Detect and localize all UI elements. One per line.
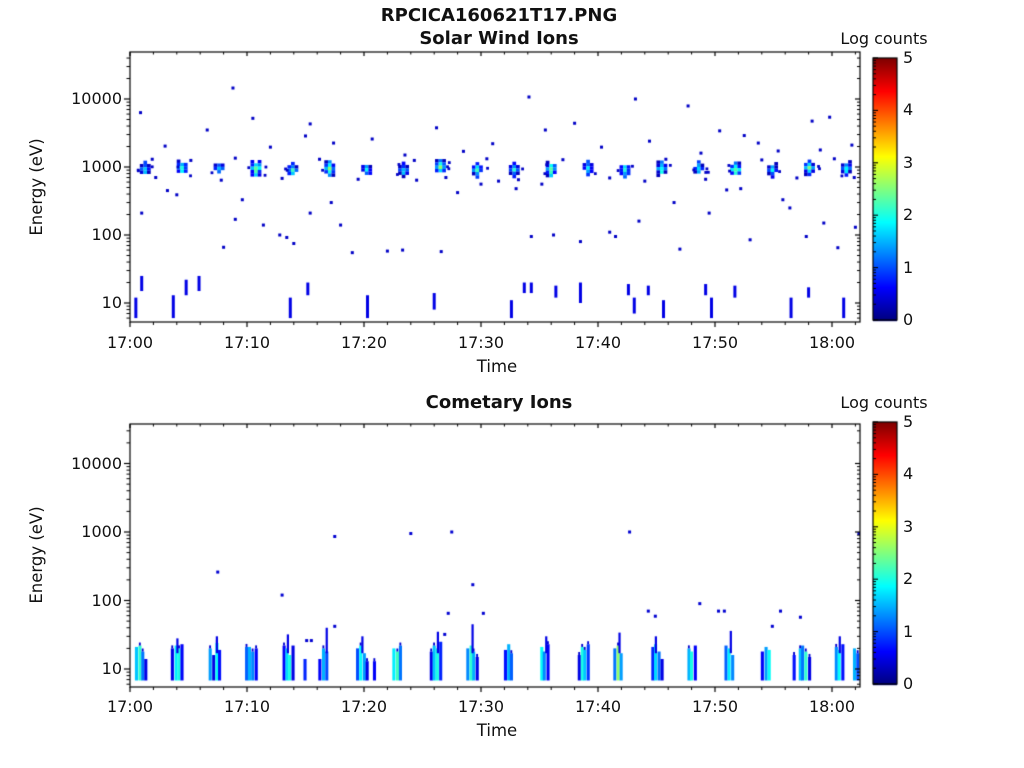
x-tick-label: 17:10 [223,697,271,716]
y-tick-label: 10000 [71,453,122,473]
x-tick-label: 18:00 [808,333,856,352]
colorbar-tick-label: 4 [903,464,914,484]
x-tick-label: 17:20 [340,697,388,716]
colorbar-tick-label: 3 [903,517,914,536]
colorbar-tick-label: 5 [903,412,914,432]
x-tick-label: 17:30 [457,333,505,352]
panel2-xlabel: Time [476,721,518,740]
y-tick-label: 10 [101,293,122,313]
x-tick-label: 17:00 [106,697,154,716]
x-tick-label: 17:10 [223,333,271,352]
x-tick-label: 17:50 [691,697,739,716]
colorbar-tick-label: 4 [903,100,914,120]
x-tick-label: 17:00 [106,333,154,352]
y-tick-label: 100 [91,590,122,610]
panel2-ylabel: Energy (eV) [26,506,46,604]
y-tick-label: 1000 [81,157,122,177]
x-tick-label: 17:50 [691,333,739,352]
colorbar-tick-label: 0 [903,674,914,694]
colorbar-tick-label: 1 [903,621,914,641]
y-tick-label: 1000 [81,522,122,542]
panel1-title: Solar Wind Ions [419,28,579,49]
colorbar-tick-label: 1 [903,257,914,277]
x-tick-label: 18:00 [808,697,856,716]
figure-title: RPCICA160621T17.PNG [380,5,618,26]
x-tick-label: 17:40 [574,697,622,716]
x-tick-label: 17:40 [574,333,622,352]
colorbar-tick-label: 3 [903,153,914,172]
panel2-title: Cometary Ions [425,392,573,413]
y-tick-label: 10 [101,659,122,679]
colorbar-tick-label: 2 [903,205,914,225]
colorbar2-title: Log counts [840,393,928,412]
colorbar-tick-label: 0 [903,310,914,330]
x-tick-label: 17:30 [457,697,505,716]
x-tick-label: 17:20 [340,333,388,352]
y-tick-label: 100 [91,225,122,245]
colorbar-tick-label: 2 [903,569,914,589]
colorbar1-title: Log counts [840,29,928,48]
panel1-xlabel: Time [476,357,518,376]
colorbar-tick-label: 5 [903,48,914,68]
panel1-ylabel: Energy (eV) [26,138,46,236]
y-tick-label: 10000 [71,89,122,109]
